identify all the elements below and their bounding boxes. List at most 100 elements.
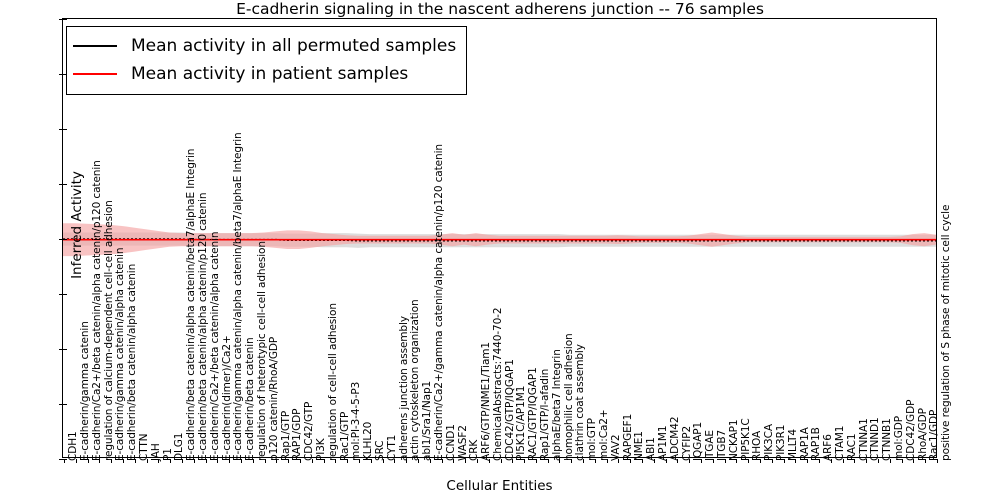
- y-tick-mark: [59, 458, 63, 460]
- x-tick-label: CTAM1: [834, 425, 847, 461]
- x-tick-label: CDC42/GDP: [904, 399, 917, 461]
- x-tick-mark: [417, 459, 419, 463]
- x-tick-label: CYFIP2: [680, 425, 693, 461]
- x-tick-mark: [724, 459, 726, 463]
- x-tick-mark: [99, 459, 101, 463]
- x-tick-mark: [559, 459, 561, 463]
- x-tick-label: JAH: [149, 443, 162, 461]
- x-tick-mark: [500, 459, 502, 463]
- x-tick-label: CTTN: [137, 433, 150, 461]
- x-tick-label: P1: [161, 448, 174, 461]
- y-tick-mark-inner: [63, 458, 67, 460]
- x-tick-label: mol:PI-3-4-5-P3: [350, 381, 363, 461]
- x-tick-mark: [771, 459, 773, 463]
- x-tick-label: E-cadherin/Ca2+/beta catenin/alpha caten…: [90, 160, 103, 461]
- x-tick-mark: [535, 459, 537, 463]
- x-tick-label: RAC1: [845, 433, 858, 461]
- x-axis-label: Cellular Entities: [446, 478, 553, 494]
- x-tick-mark: [571, 459, 573, 463]
- x-tick-mark: [465, 459, 467, 463]
- x-tick-mark: [476, 459, 478, 463]
- x-tick-mark: [618, 459, 620, 463]
- x-tick-label: E-cadherin/Ca2+/gamma catenin/alpha cate…: [432, 144, 445, 461]
- x-tick-mark: [441, 459, 443, 463]
- x-tick-mark: [653, 459, 655, 463]
- x-tick-label: Rac1/GDP: [928, 409, 941, 461]
- x-tick-label: clathrin coat assembly: [574, 344, 587, 461]
- y-tick-mark-inner: [63, 73, 67, 75]
- y-tick-mark: [59, 348, 63, 350]
- x-tick-mark: [358, 459, 360, 463]
- x-tick-label: KLHL20: [362, 421, 375, 461]
- x-tick-label: E-cadherin/gamma catenin/alpha catenin/b…: [232, 132, 245, 461]
- x-tick-label: ChemicalAbstracts:7440-70-2: [491, 307, 504, 461]
- x-tick-label: DLG1: [173, 432, 186, 461]
- x-tick-label: RhoA/GDP: [916, 408, 929, 461]
- y-tick-mark-inner: [63, 403, 67, 405]
- x-tick-mark: [323, 459, 325, 463]
- x-tick-mark: [134, 459, 136, 463]
- x-tick-mark: [87, 459, 89, 463]
- x-tick-label: regulation of calcium-dependent cell-cel…: [102, 200, 115, 461]
- x-tick-label: RAP1A: [798, 427, 811, 461]
- x-tick-mark: [807, 459, 809, 463]
- x-tick-mark: [819, 459, 821, 463]
- x-tick-label: PIK3R1: [775, 424, 788, 461]
- x-tick-label: NCKAP1: [727, 419, 740, 461]
- y-tick-mark-inner: [63, 293, 67, 295]
- x-tick-mark: [288, 459, 290, 463]
- y-tick-mark: [59, 183, 63, 185]
- chart-title: E-cadherin signaling in the nascent adhe…: [236, 0, 764, 18]
- x-tick-mark: [854, 459, 856, 463]
- x-tick-label: mol:GDP: [893, 416, 905, 461]
- x-tick-mark: [193, 459, 195, 463]
- x-tick-mark: [429, 459, 431, 463]
- x-tick-mark: [217, 459, 219, 463]
- x-tick-mark: [512, 459, 514, 463]
- x-tick-label: mol:Ca2+: [598, 409, 611, 461]
- x-tick-label: regulation of cell-cell adhesion: [326, 303, 339, 461]
- y-tick-mark: [59, 73, 63, 75]
- x-tick-label: ARF6: [822, 434, 835, 461]
- x-tick-label: p120 catenin/RhoA/GDP: [267, 336, 280, 461]
- x-tick-mark: [594, 459, 596, 463]
- x-tick-label: E-cadherin/beta catenin/alpha catenin: [126, 263, 139, 461]
- x-tick-label: E-cadherin/beta catenin/alpha catenin/p1…: [196, 192, 209, 461]
- x-tick-label: IQGAP1: [692, 421, 705, 461]
- x-tick-label: abl1/Sra1/Nap1: [421, 380, 434, 461]
- plot-clip: [63, 19, 936, 457]
- x-tick-mark: [122, 459, 124, 463]
- x-tick-label: Rap1/GTP/l-afadin: [539, 368, 552, 461]
- x-tick-label: CTNND1: [869, 417, 882, 461]
- x-tick-mark: [701, 459, 703, 463]
- x-tick-mark: [205, 459, 207, 463]
- x-tick-mark: [760, 459, 762, 463]
- y-tick-mark: [59, 293, 63, 295]
- x-tick-mark: [736, 459, 738, 463]
- x-tick-label: VAV2: [609, 434, 622, 462]
- y-tick-mark: [59, 238, 63, 240]
- x-tick-label: PI5K1C/AP1M1: [515, 385, 528, 461]
- x-tick-mark: [547, 459, 549, 463]
- x-tick-mark: [264, 459, 266, 463]
- x-tick-mark: [630, 459, 632, 463]
- x-tick-mark: [453, 459, 455, 463]
- x-tick-mark: [252, 459, 254, 463]
- x-tick-label: homophilic cell adhesion: [562, 333, 575, 461]
- x-tick-mark: [382, 459, 384, 463]
- x-tick-label: alphaE/beta7 Integrin: [550, 349, 563, 461]
- x-tick-mark: [524, 459, 526, 463]
- x-tick-label: adherens junction assembly: [397, 316, 410, 461]
- legend-item-patient: Mean activity in patient samples: [73, 60, 456, 88]
- x-tick-mark: [311, 459, 313, 463]
- x-tick-mark: [889, 459, 891, 463]
- x-tick-label: E-cadherin/beta catenin/alpha catenin/be…: [185, 148, 198, 461]
- x-tick-label: CDC42/GTP/IQGAP1: [503, 359, 516, 461]
- x-tick-mark: [488, 459, 490, 463]
- x-tick-label: CYT1: [385, 434, 398, 461]
- x-tick-mark: [878, 459, 879, 463]
- series-line-permuted: [63, 238, 936, 242]
- x-tick-label: Rap1/GTP: [279, 410, 292, 461]
